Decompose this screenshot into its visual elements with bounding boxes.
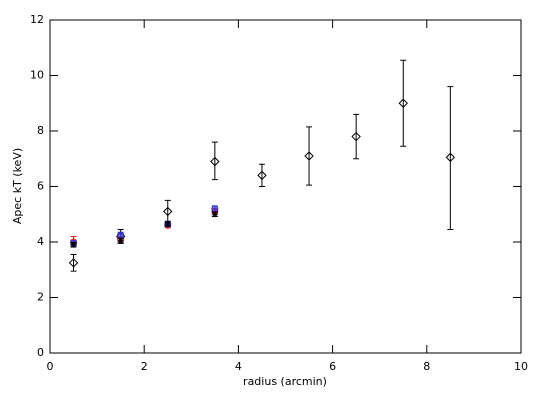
point: [164, 220, 171, 227]
point: [70, 241, 77, 248]
point: [398, 98, 408, 108]
point: [117, 237, 124, 244]
x-axis-label: radius (arcmin): [243, 375, 327, 388]
point: [211, 205, 219, 213]
point: [445, 152, 456, 163]
y-tick-label: 2: [37, 291, 44, 304]
point: [117, 231, 125, 239]
x-tick-label: 2: [141, 360, 148, 373]
point: [163, 206, 173, 217]
error-bar: [400, 59, 407, 147]
x-tick-label: 8: [423, 360, 430, 373]
x-tick-label: 4: [235, 360, 242, 373]
x-tick-label: 0: [47, 360, 54, 373]
point: [68, 258, 79, 268]
error-bar: [211, 141, 218, 181]
y-tick-label: 0: [37, 346, 44, 359]
error-bar: [353, 113, 360, 160]
error-bar: [258, 163, 265, 187]
point: [257, 170, 267, 181]
x-tick-label: 10: [514, 360, 528, 373]
y-tick-label: 8: [37, 124, 44, 137]
y-tick-label: 6: [37, 180, 44, 193]
x-tick-label: 6: [329, 360, 336, 373]
point: [211, 211, 218, 218]
error-bar: [447, 86, 454, 231]
point: [351, 131, 361, 142]
error-bar: [306, 126, 313, 186]
y-tick-label: 12: [30, 13, 44, 26]
point: [304, 151, 314, 161]
y-tick-label: 10: [30, 69, 44, 82]
y-tick-label: 4: [37, 235, 44, 248]
point: [210, 156, 220, 167]
error-bar: [70, 253, 77, 272]
y-axis-label: Apec kT (keV): [11, 148, 24, 224]
